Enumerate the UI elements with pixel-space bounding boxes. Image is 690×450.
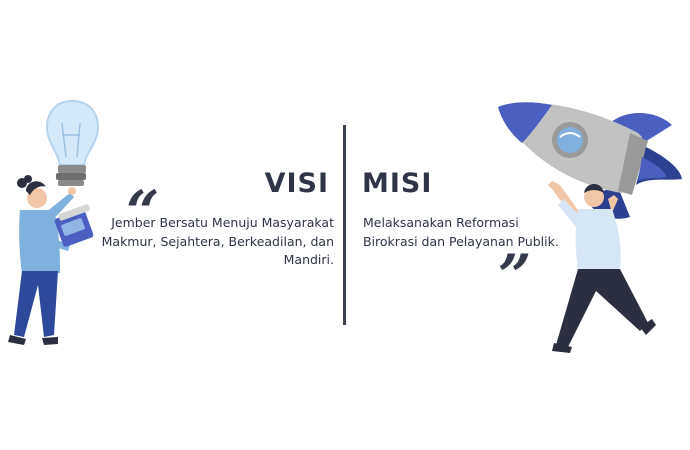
jar-icon xyxy=(54,204,94,247)
lightbulb-icon xyxy=(46,99,99,186)
visi-text: Jember Bersatu Menuju Masyarakat Makmur,… xyxy=(101,215,334,267)
visi-title: VISI xyxy=(264,168,329,199)
rocket-icon xyxy=(498,102,682,219)
man-with-rocket-illustration xyxy=(498,102,682,353)
misi-title: MISI xyxy=(362,168,433,199)
quote-close-mark: ” xyxy=(498,242,532,310)
center-divider xyxy=(343,125,346,325)
quote-open-mark: “ xyxy=(126,178,160,246)
woman-with-lightbulb-illustration xyxy=(8,99,99,345)
misi-text: Melaksanakan Reformasi Birokrasi dan Pel… xyxy=(363,215,559,249)
